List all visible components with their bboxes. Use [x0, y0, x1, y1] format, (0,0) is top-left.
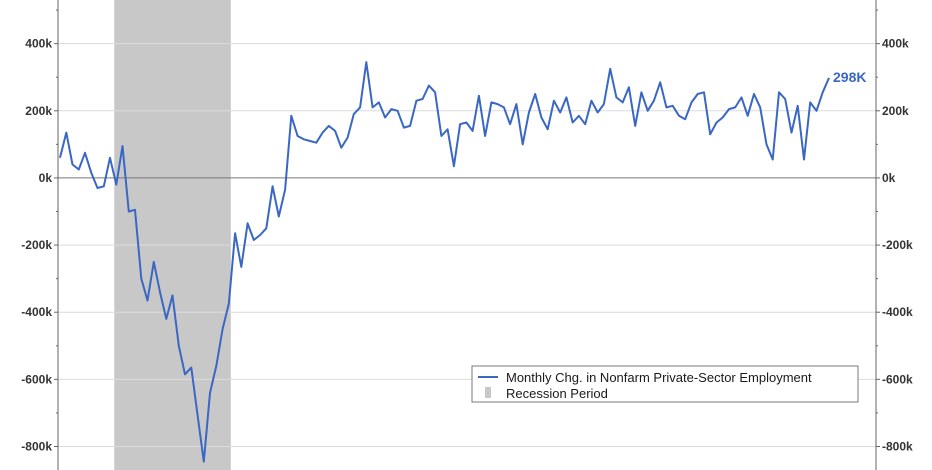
right-tick-label: 0k: [882, 171, 896, 185]
legend-label-series: Monthly Chg. in Nonfarm Private-Sector E…: [506, 370, 812, 385]
recession-band: [114, 0, 231, 470]
left-y-tick-labels: -800k -600k -400k -200k 0k 200k 400k: [21, 37, 52, 454]
left-tick-label: -600k: [21, 372, 52, 386]
right-y-tick-labels: -800k -600k -400k -200k 0k 200k 400k: [882, 37, 913, 454]
legend-swatch-recession: [485, 387, 491, 398]
left-tick-label: -400k: [21, 305, 52, 319]
right-tick-label: -600k: [882, 372, 913, 386]
right-tick-label: 200k: [882, 104, 909, 118]
series-line-private-employment: [59, 61, 830, 463]
right-tick-label: -400k: [882, 305, 913, 319]
left-tick-label: 0k: [39, 171, 53, 185]
left-tick-label: -800k: [21, 440, 52, 454]
right-tick-label: -200k: [882, 238, 913, 252]
left-tick-label: 400k: [25, 37, 52, 51]
right-tick-label: -800k: [882, 440, 913, 454]
legend-box: [471, 365, 859, 403]
left-tick-label: -200k: [21, 238, 52, 252]
recession-band-layer: [114, 0, 231, 470]
legend: Monthly Chg. in Nonfarm Private-Sector E…: [471, 365, 859, 403]
latest-value-label: 298K: [833, 69, 866, 85]
legend-label-recession: Recession Period: [506, 386, 608, 401]
gridlines: [54, 9, 880, 447]
left-tick-label: 200k: [25, 104, 52, 118]
right-tick-label: 400k: [882, 37, 909, 51]
